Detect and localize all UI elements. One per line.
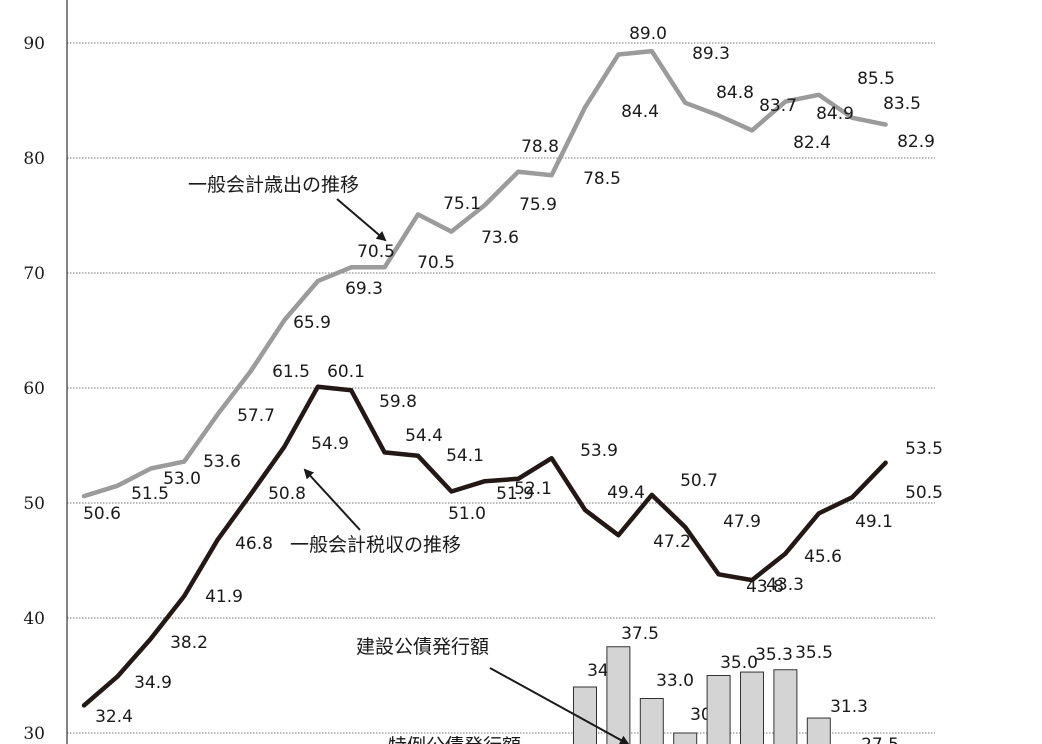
bond-bar xyxy=(773,669,798,744)
spending-value-label: 78.8 xyxy=(521,137,559,157)
annotation-spending: 一般会計歳出の推移 xyxy=(188,174,359,196)
series-lines xyxy=(81,48,888,708)
bar-value-label: 33.0 xyxy=(656,671,694,691)
annotation-tax-arrow xyxy=(303,468,361,531)
spending-value-label: 89.0 xyxy=(629,24,667,44)
spending-value-label: 85.5 xyxy=(857,69,895,89)
tax-value-label: 53.5 xyxy=(905,439,943,459)
tax-value-label: 50.7 xyxy=(680,471,718,491)
bond-bar xyxy=(706,675,731,744)
bond-bar xyxy=(673,732,698,744)
spending-value-label: 65.9 xyxy=(293,313,331,333)
annotation-special-bonds: 特例公債発行額 xyxy=(388,735,521,744)
y-tick-label: 50 xyxy=(23,494,45,514)
bar-value-label: 35.5 xyxy=(795,643,833,663)
spending-value-label: 84.8 xyxy=(716,83,754,103)
tax-value-label: 54.9 xyxy=(311,434,349,454)
tax-value-label: 46.8 xyxy=(235,534,273,554)
annotation-construction-bonds: 建設公債発行額 xyxy=(356,636,489,658)
bar-value-label: 35.3 xyxy=(755,645,793,665)
spending-value-label: 82.9 xyxy=(897,132,935,152)
tax-value-label: 54.4 xyxy=(405,426,443,446)
spending-value-label: 75.1 xyxy=(443,194,481,214)
spending-value-label: 83.5 xyxy=(883,94,921,114)
bond-bar xyxy=(606,646,631,744)
tax-value-label: 51.9 xyxy=(496,484,534,504)
spending-value-label: 50.6 xyxy=(83,504,121,524)
spending-value-label: 57.7 xyxy=(237,406,275,426)
tax-value-label: 45.6 xyxy=(804,547,842,567)
y-tick-label: 60 xyxy=(23,379,45,399)
spending-value-label: 70.5 xyxy=(417,253,455,273)
bar-value-label: 31.3 xyxy=(830,697,868,717)
spending-value-label: 61.5 xyxy=(272,362,310,382)
bond-bar xyxy=(639,698,664,744)
spending-value-label: 53.6 xyxy=(203,452,241,472)
tax-value-label: 49.1 xyxy=(855,512,893,532)
spending-value-label: 53.0 xyxy=(163,469,201,489)
spending-value-label: 70.5 xyxy=(357,242,395,262)
spending-value-label: 82.4 xyxy=(793,133,831,153)
y-tick-label: 90 xyxy=(23,34,45,54)
y-tick-label: 70 xyxy=(23,264,45,284)
bond-bar xyxy=(740,671,764,744)
tax-value-label: 52.1 xyxy=(514,479,552,499)
y-tick-label: 80 xyxy=(23,149,45,169)
annotation-spending-arrow xyxy=(336,198,387,242)
tax-value-label: 43.3 xyxy=(766,575,804,595)
bar-value-label: 37.5 xyxy=(621,624,659,644)
tax-value-label: 54.1 xyxy=(446,446,484,466)
tax-value-label: 53.9 xyxy=(580,441,618,461)
tax-value-label: 32.4 xyxy=(95,707,133,727)
bond-bar xyxy=(573,686,597,744)
spending-value-label: 75.9 xyxy=(519,195,557,215)
series-line-tax xyxy=(81,384,888,708)
annotation-construction-bonds-arrow xyxy=(489,667,630,744)
tax-value-label: 38.2 xyxy=(170,633,208,653)
tax-value-label: 47.9 xyxy=(723,512,761,532)
tax-value-label: 43.8 xyxy=(746,577,784,597)
series-line-spending xyxy=(81,48,888,499)
tax-value-label: 50.8 xyxy=(268,484,306,504)
spending-value-label: 69.3 xyxy=(345,279,383,299)
tax-value-label: 59.8 xyxy=(379,392,417,412)
spending-value-label: 84.4 xyxy=(621,102,659,122)
bond-bars: 34.037.533.030.035.035.335.531.327.5 xyxy=(573,624,899,744)
tax-value-label: 34.9 xyxy=(134,673,172,693)
y-tick-label: 30 xyxy=(23,724,45,744)
annotations: 一般会計歳出の推移 一般会計税収の推移 建設公債発行額 特例公債発行額 xyxy=(188,174,630,744)
tax-value-label: 60.1 xyxy=(327,362,365,382)
annotation-tax: 一般会計税収の推移 xyxy=(290,534,461,556)
y-tick-label: 40 xyxy=(23,609,45,629)
tax-value-label: 49.4 xyxy=(607,483,645,503)
bond-bar xyxy=(806,717,831,744)
spending-value-label: 78.5 xyxy=(583,169,621,189)
tax-value-label: 41.9 xyxy=(205,587,243,607)
bar-value-label: 35.0 xyxy=(720,653,758,673)
y-axis: 90 80 70 60 50 40 30 xyxy=(23,0,68,744)
spending-value-label: 89.3 xyxy=(692,44,730,64)
spending-value-label: 51.5 xyxy=(131,484,169,504)
tax-value-label: 51.0 xyxy=(448,504,486,524)
spending-value-label: 83.7 xyxy=(759,96,797,116)
spending-value-label: 73.6 xyxy=(481,228,519,248)
spending-value-label: 84.9 xyxy=(816,104,854,124)
data-labels: 50.6 51.553.053.6 57.7 61.5 65.9 69.3 70.5 70.5… xyxy=(83,24,943,727)
tax-value-label: 47.2 xyxy=(653,532,691,552)
tax-value-label: 50.5 xyxy=(905,483,943,503)
bar-value-label: 27.5 xyxy=(861,735,899,744)
